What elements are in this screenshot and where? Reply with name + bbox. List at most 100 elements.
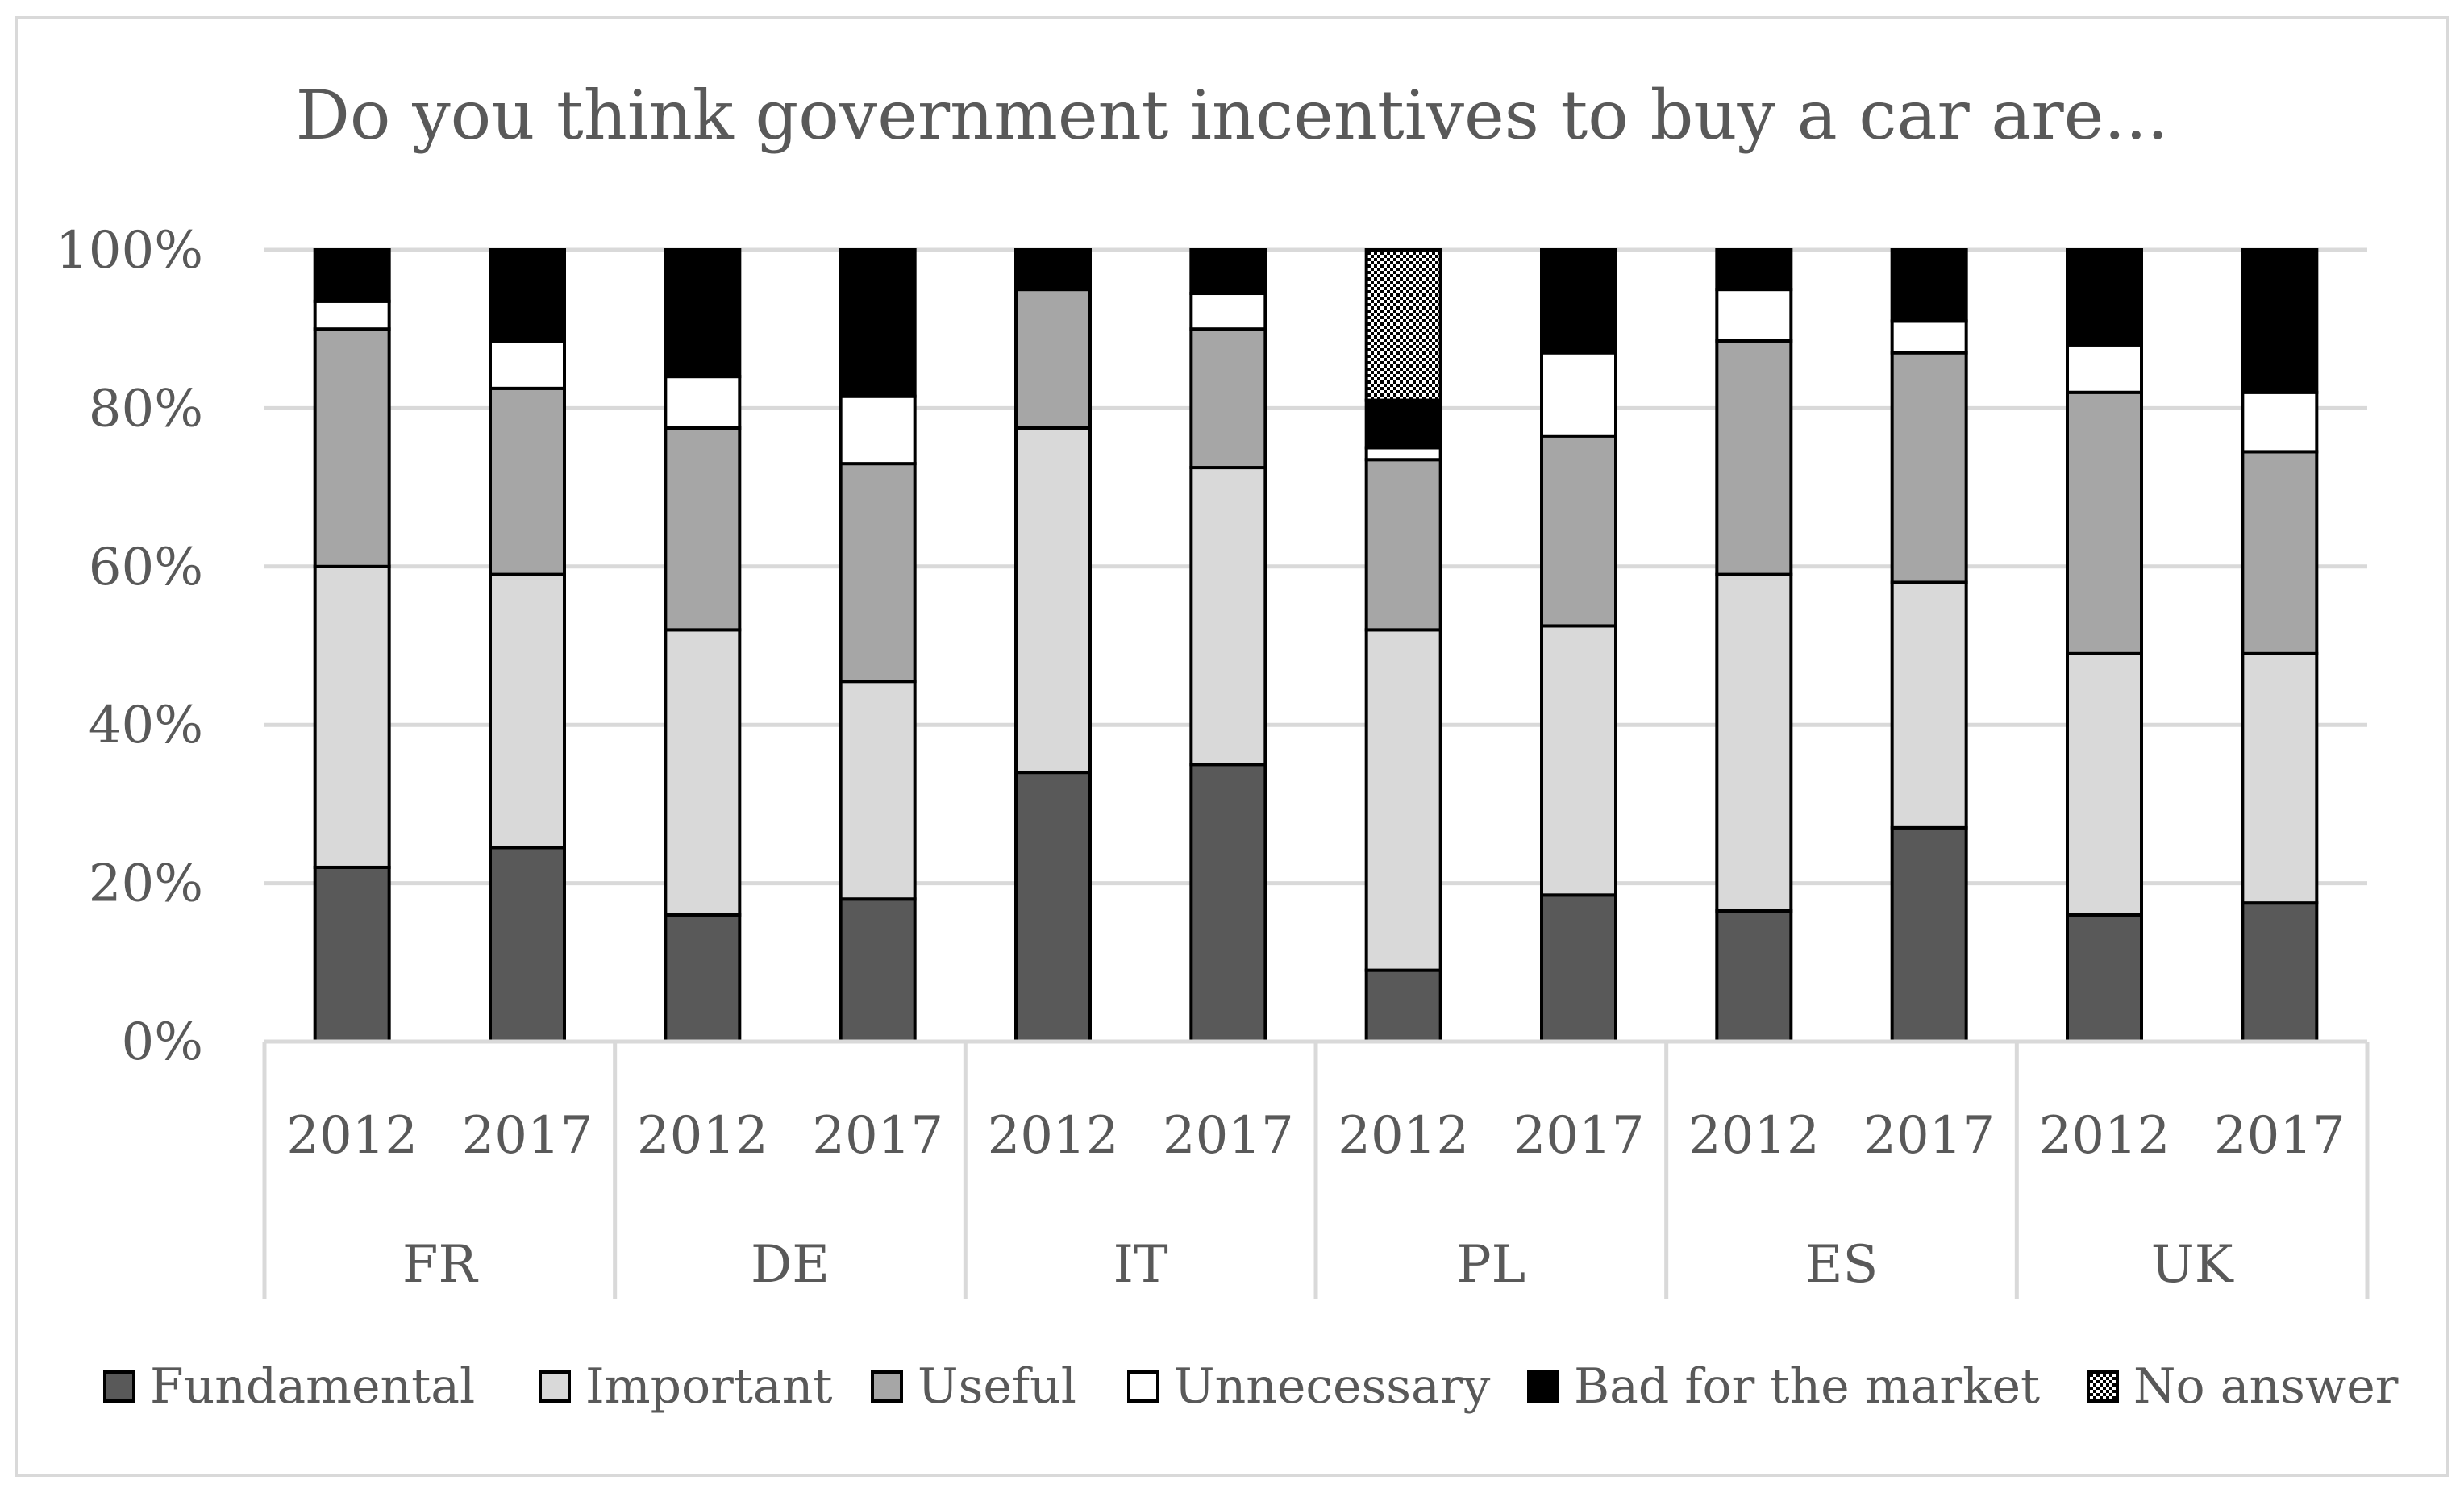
bar-segment bbox=[839, 394, 917, 466]
bar-segment bbox=[839, 680, 917, 901]
x-tick-label-year: 2017 bbox=[462, 1106, 593, 1166]
bar-segment bbox=[1540, 434, 1617, 628]
bar-segment bbox=[1189, 327, 1267, 470]
bar-segment bbox=[2066, 651, 2143, 917]
bar-segment bbox=[1715, 288, 1793, 343]
bar-segment bbox=[1189, 466, 1267, 767]
legend-swatch bbox=[539, 1370, 571, 1403]
bar-segment bbox=[1189, 248, 1267, 296]
bars bbox=[313, 248, 2319, 1044]
x-tick-label-year: 2012 bbox=[988, 1106, 1119, 1166]
bar-segment bbox=[1715, 339, 1793, 576]
bar-segment bbox=[664, 426, 742, 632]
bar-segment bbox=[1364, 968, 1442, 1043]
y-tick-label: 40% bbox=[89, 696, 203, 755]
bar-segment bbox=[1890, 351, 1968, 584]
chart-title: Do you think government incentives to bu… bbox=[296, 76, 2169, 155]
legend-label: Fundamental bbox=[150, 1358, 475, 1415]
legend-label: Useful bbox=[918, 1358, 1076, 1415]
y-axis-tick-labels: 0% 20% 40% 60% 80% 100% bbox=[56, 221, 203, 1072]
legend-label: No answer bbox=[2133, 1358, 2399, 1415]
bar-segment bbox=[2241, 901, 2319, 1044]
bar-segment bbox=[313, 248, 391, 303]
gridlines bbox=[264, 247, 2367, 886]
bar-segment bbox=[2241, 651, 2319, 905]
y-tick-label: 0% bbox=[121, 1013, 203, 1072]
legend-swatch bbox=[1127, 1370, 1159, 1403]
x-tick-label-year: 2012 bbox=[2039, 1106, 2171, 1166]
bar-segment bbox=[1715, 909, 1793, 1043]
bar-segment bbox=[1364, 458, 1442, 632]
bar-segment bbox=[1890, 580, 1968, 830]
bar-segment bbox=[313, 564, 391, 869]
bar-segment bbox=[2066, 343, 2143, 394]
bar-segment bbox=[2241, 450, 2319, 655]
bar-segment bbox=[839, 897, 917, 1043]
bar-segment bbox=[839, 462, 917, 684]
bar-segment bbox=[489, 386, 566, 576]
bar-segment bbox=[1014, 288, 1092, 430]
bar-segment bbox=[489, 339, 566, 390]
x-tick-label-year: 2012 bbox=[637, 1106, 768, 1166]
bar-segment bbox=[1715, 572, 1793, 913]
x-group-label: PL bbox=[1457, 1235, 1526, 1295]
legend-swatch bbox=[2087, 1370, 2119, 1403]
legend: Fundamental Important Useful Unnecessary Bad… bbox=[103, 1358, 2399, 1415]
y-tick-label: 60% bbox=[89, 538, 203, 597]
bar-segment bbox=[313, 299, 391, 331]
bar-segment bbox=[1364, 446, 1442, 462]
y-tick-label: 80% bbox=[89, 379, 203, 439]
bar-segment bbox=[839, 248, 917, 398]
legend-swatch bbox=[103, 1370, 135, 1403]
bar-segment bbox=[489, 846, 566, 1044]
bar-segment bbox=[1715, 248, 1793, 292]
bar-segment bbox=[1014, 426, 1092, 775]
bar-segment bbox=[1540, 893, 1617, 1043]
bar-segment bbox=[489, 248, 566, 343]
x-axis: 2012 2017 2012 2017 2012 2017 2012 2017 2012 2017… bbox=[262, 1039, 2370, 1299]
bar-segment bbox=[1364, 398, 1442, 450]
bar-segment bbox=[313, 865, 391, 1043]
bar-segment bbox=[1014, 248, 1092, 292]
legend-swatch bbox=[1527, 1370, 1559, 1403]
x-tick-label-year: 2017 bbox=[2214, 1106, 2345, 1166]
bar-segment bbox=[489, 572, 566, 850]
bar-segment bbox=[664, 375, 742, 430]
y-tick-label: 100% bbox=[56, 221, 203, 281]
bar-segment bbox=[664, 913, 742, 1043]
bar-segment bbox=[664, 628, 742, 917]
bar-segment bbox=[1364, 248, 1442, 402]
bar-segment bbox=[2241, 248, 2319, 394]
bar-segment bbox=[313, 327, 391, 568]
legend-label: Unnecessary bbox=[1174, 1358, 1491, 1415]
bar-segment bbox=[1890, 825, 1968, 1043]
x-tick-label-year: 2012 bbox=[286, 1106, 418, 1166]
x-tick-label-year: 2012 bbox=[1338, 1106, 1469, 1166]
bar-segment bbox=[664, 248, 742, 379]
x-group-label: DE bbox=[751, 1235, 830, 1295]
x-tick-label-year: 2017 bbox=[812, 1106, 943, 1166]
bar-segment bbox=[2066, 913, 2143, 1043]
bar-segment bbox=[1189, 763, 1267, 1043]
legend-swatch bbox=[871, 1370, 903, 1403]
bar-segment bbox=[1540, 624, 1617, 897]
bar-segment bbox=[2066, 248, 2143, 347]
x-group-label: UK bbox=[2151, 1235, 2234, 1295]
x-tick-label-year: 2012 bbox=[1688, 1106, 1820, 1166]
bar-segment bbox=[1540, 351, 1617, 438]
x-group-label: ES bbox=[1805, 1235, 1879, 1295]
bar-segment bbox=[1189, 292, 1267, 331]
x-group-label: IT bbox=[1113, 1235, 1168, 1295]
legend-label: Bad for the market bbox=[1574, 1358, 2040, 1415]
x-tick-label-year: 2017 bbox=[1163, 1106, 1294, 1166]
bar-segment bbox=[1014, 771, 1092, 1043]
x-tick-label-year: 2017 bbox=[1863, 1106, 1995, 1166]
bar-segment bbox=[2066, 390, 2143, 655]
bar-segment bbox=[1364, 628, 1442, 972]
x-group-label: FR bbox=[402, 1235, 478, 1295]
bar-segment bbox=[1890, 248, 1968, 323]
y-tick-label: 20% bbox=[89, 855, 203, 914]
bar-segment bbox=[1890, 319, 1968, 355]
